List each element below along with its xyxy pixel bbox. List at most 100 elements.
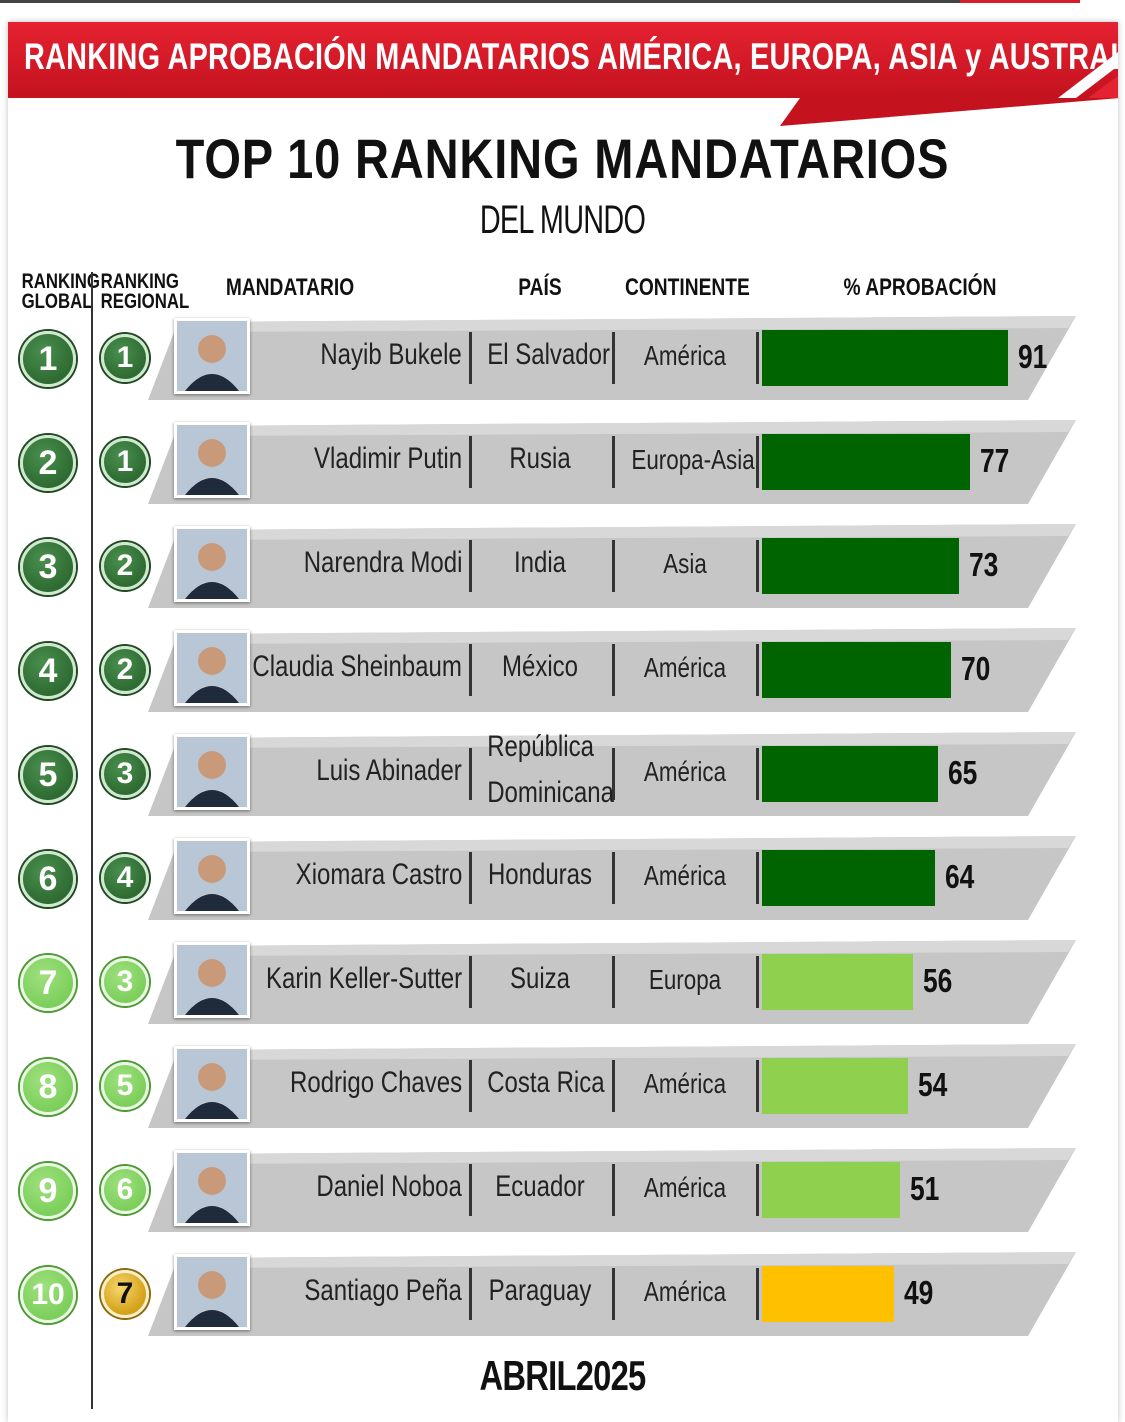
country-name: Rusia — [509, 442, 571, 475]
separator — [756, 644, 759, 696]
regional-rank-number: 3 — [116, 965, 134, 998]
leader-photo — [174, 630, 250, 706]
regional-rank-badge: 5 — [101, 1062, 149, 1110]
country-name: Suiza — [509, 962, 571, 995]
banner-wedge — [780, 98, 1120, 126]
separator — [612, 1268, 615, 1320]
global-rank-badge: 5 — [20, 747, 76, 803]
row-background-highlight — [176, 628, 1076, 644]
country-name: Costa Rica — [487, 1066, 605, 1099]
regional-rank-number: 3 — [116, 757, 134, 790]
header-mandatario: MANDATARIO — [225, 274, 355, 301]
leader-name: Daniel Noboa — [316, 1170, 462, 1203]
row-background-highlight — [176, 732, 1076, 748]
separator — [469, 436, 472, 488]
approval-bar — [762, 850, 935, 906]
separator — [612, 748, 615, 800]
separator — [612, 956, 615, 1008]
approval-value: 91 — [1018, 338, 1048, 375]
leader-photo — [174, 734, 250, 810]
regional-rank-badge: 2 — [101, 542, 149, 590]
continent-name: Europa — [648, 964, 722, 995]
continent-name: América — [643, 860, 727, 891]
global-rank-number: 2 — [38, 443, 58, 482]
row-background-highlight — [176, 1252, 1076, 1268]
global-rank-badge: 3 — [20, 539, 76, 595]
global-rank-badge: 9 — [20, 1163, 76, 1219]
regional-rank-badge: 1 — [101, 438, 149, 486]
country-name-line1: República — [487, 730, 594, 763]
portrait-icon — [177, 737, 247, 807]
separator — [469, 644, 472, 696]
country-name-line2: Dominicana — [487, 776, 614, 809]
header-ranking-global-line2: GLOBAL — [21, 290, 93, 313]
leader-photo — [174, 1254, 250, 1330]
leader-photo — [174, 318, 250, 394]
country-name: El Salvador — [487, 338, 610, 371]
top-strip-accent — [960, 0, 1080, 3]
separator — [756, 1268, 759, 1320]
separator — [469, 956, 472, 1008]
regional-rank-number: 1 — [116, 445, 134, 478]
regional-rank-number: 2 — [116, 653, 134, 686]
continent-name: América — [643, 1172, 727, 1203]
separator — [469, 540, 472, 592]
regional-rank-badge: 6 — [101, 1166, 149, 1214]
country-name: Paraguay — [488, 1274, 592, 1307]
portrait-icon — [177, 425, 247, 495]
row-background-highlight — [176, 420, 1076, 436]
portrait-icon — [177, 321, 247, 391]
leader-photo — [174, 1046, 250, 1122]
continent-name: Asia — [663, 548, 707, 579]
approval-value: 54 — [918, 1066, 948, 1103]
global-rank-number: 5 — [38, 755, 58, 794]
continent-name: América — [643, 1068, 727, 1099]
global-rank-badge: 4 — [20, 643, 76, 699]
banner-stripe-decoration — [1058, 52, 1118, 98]
separator — [756, 852, 759, 904]
header-ranking-regional-line1: RANKING — [100, 270, 179, 293]
separator — [612, 852, 615, 904]
global-rank-number: 6 — [38, 859, 58, 898]
approval-bar — [762, 954, 913, 1010]
approval-bar — [762, 330, 1008, 386]
global-rank-badge: 6 — [20, 851, 76, 907]
row-background-highlight — [176, 524, 1076, 540]
approval-value: 73 — [969, 546, 999, 583]
separator — [469, 1164, 472, 1216]
global-rank-number: 10 — [31, 1278, 65, 1311]
global-rank-number: 8 — [38, 1067, 58, 1106]
separator — [612, 1164, 615, 1216]
regional-rank-badge: 3 — [101, 750, 149, 798]
portrait-icon — [177, 633, 247, 703]
separator — [756, 748, 759, 800]
portrait-icon — [177, 529, 247, 599]
separator — [469, 332, 472, 384]
separator — [612, 1060, 615, 1112]
global-rank-number: 3 — [38, 547, 58, 586]
chart-subtitle: DEL MUNDO — [479, 198, 646, 242]
continent-name: América — [643, 652, 727, 683]
separator — [469, 1060, 472, 1112]
separator — [756, 436, 759, 488]
regional-rank-badge: 1 — [101, 334, 149, 382]
approval-value: 77 — [980, 442, 1010, 479]
country-name: Ecuador — [495, 1170, 585, 1203]
portrait-icon — [177, 1257, 247, 1327]
global-rank-number: 4 — [38, 651, 58, 690]
row-background-highlight — [176, 1044, 1076, 1060]
header-continente: CONTINENTE — [625, 274, 750, 301]
leader-name: Claudia Sheinbaum — [252, 650, 462, 683]
regional-rank-badge: 2 — [101, 646, 149, 694]
approval-bar — [762, 746, 938, 802]
country-name: México — [501, 650, 579, 683]
global-rank-badge: 7 — [20, 955, 76, 1011]
top-strip-line — [0, 0, 960, 3]
portrait-icon — [177, 1049, 247, 1119]
approval-value: 56 — [923, 962, 953, 999]
leader-name: Xiomara Castro — [295, 858, 462, 891]
separator — [469, 748, 472, 800]
global-rank-number: 7 — [38, 963, 58, 1002]
continent-name: América — [643, 340, 727, 371]
leader-photo — [174, 838, 250, 914]
